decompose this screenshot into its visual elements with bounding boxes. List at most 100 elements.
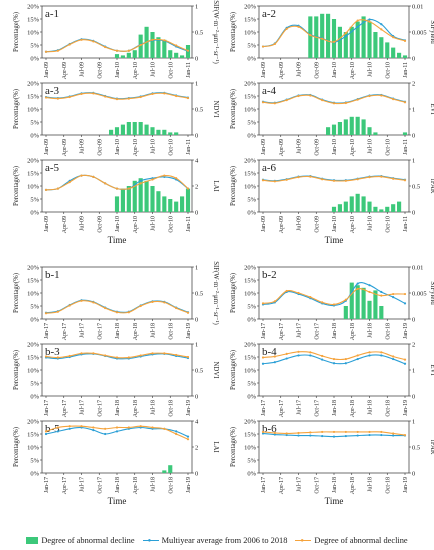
- y-right-tick-label: 0.5: [195, 368, 203, 375]
- decline-bar: [385, 206, 390, 212]
- y-left-tick-label: 0%: [247, 56, 256, 63]
- decline-point: [127, 311, 130, 314]
- y-right-axis-label: fPAR: [429, 179, 434, 194]
- decline-point: [139, 182, 142, 185]
- decline-point: [273, 431, 276, 435]
- decline-point: [321, 301, 324, 304]
- decline-point: [356, 287, 359, 290]
- decline-point: [68, 43, 71, 46]
- legend-multiyear-swatch: ●: [142, 538, 159, 544]
- decline-bar: [120, 188, 125, 212]
- y-left-tick-label: 10%: [27, 368, 40, 375]
- decline-bar: [331, 206, 337, 212]
- decline-point: [104, 182, 107, 185]
- multiyear-point: [344, 35, 347, 38]
- decline-point: [163, 352, 166, 355]
- x-tick-label: Jan-17: [261, 323, 267, 339]
- legend-bar-label: Degree of abnormal decline: [41, 535, 135, 545]
- y-left-tick-label: 15%: [244, 355, 257, 362]
- decline-point: [151, 300, 154, 303]
- decline-bar: [349, 196, 354, 212]
- decline-point: [127, 356, 130, 359]
- decline-point: [163, 174, 166, 177]
- y-right-tick-label: 0.5: [195, 107, 203, 114]
- multiyear-point: [356, 25, 359, 28]
- multiyear-point: [403, 302, 407, 305]
- x-tick-label: Jul-18: [368, 400, 374, 415]
- decline-point: [186, 438, 190, 441]
- decline-point: [261, 356, 265, 359]
- y-left-tick-label: 5%: [247, 43, 256, 50]
- x-tick-label: Jul-09: [297, 216, 303, 231]
- decline-point: [380, 430, 383, 434]
- x-tick-label: Jan-17: [261, 477, 267, 493]
- decline-point: [175, 353, 178, 357]
- multiyear-point: [175, 430, 178, 433]
- y-left-axis-label: Percentage(%): [13, 166, 20, 206]
- x-tick-label: Oct-17: [314, 323, 320, 340]
- decline-point: [403, 101, 407, 104]
- x-tick-label: Apr-10: [133, 139, 139, 156]
- multiyear-point: [273, 433, 276, 436]
- decline-point: [139, 425, 142, 428]
- x-tick-label: Jan-10: [115, 139, 121, 155]
- decline-point: [392, 36, 395, 39]
- decline-point: [175, 44, 178, 47]
- x-tick-label: Oct-17: [97, 477, 103, 494]
- decline-point: [285, 432, 288, 435]
- decline-point: [380, 175, 383, 178]
- decline-point: [356, 98, 359, 101]
- decline-bar: [162, 39, 167, 58]
- y-right-axis-label: SIFyield: [429, 20, 434, 44]
- decline-bar: [150, 127, 155, 135]
- x-axis-label: Time: [108, 235, 127, 245]
- y-left-axis-label: Percentage(%): [230, 166, 237, 206]
- y-left-tick-label: 5%: [247, 120, 256, 127]
- x-tick-label: Jul-18: [151, 323, 157, 338]
- decline-point: [344, 31, 347, 35]
- panel-b-1: b-1 0% 5% 10% 15% 20% 0 0.5 1 Percentage(%) SIF(W·…: [13, 261, 219, 340]
- y-left-tick-label: 20%: [27, 419, 40, 426]
- multiyear-point: [297, 354, 300, 357]
- decline-point: [139, 354, 142, 357]
- decline-point: [127, 97, 130, 100]
- decline-point: [261, 179, 265, 182]
- decline-point: [321, 99, 324, 102]
- decline-point: [368, 176, 371, 179]
- decline-bar: [331, 19, 337, 58]
- y-left-tick-label: 15%: [244, 171, 257, 178]
- decline-point: [332, 303, 336, 306]
- decline-point: [273, 102, 276, 105]
- x-tick-label: Jan-11: [186, 139, 192, 155]
- y-right-tick-label: 1: [195, 265, 198, 272]
- decline-bar: [308, 16, 313, 58]
- y-right-tick-label: 0.5: [412, 184, 420, 191]
- multiyear-point: [104, 432, 107, 436]
- decline-point: [163, 92, 166, 95]
- x-tick-label: Oct-18: [385, 400, 391, 417]
- decline-point: [104, 354, 107, 357]
- decline-point: [104, 45, 107, 49]
- decline-point: [115, 311, 119, 314]
- decline-bar: [379, 209, 384, 212]
- decline-point: [163, 427, 166, 430]
- panel-label: b-1: [45, 269, 60, 281]
- decline-bar: [379, 306, 384, 319]
- multiyear-point: [392, 434, 395, 437]
- y-left-tick-label: 15%: [244, 432, 257, 439]
- decline-point: [297, 176, 300, 179]
- x-tick-label: Jan-17: [261, 400, 267, 416]
- decline-point: [80, 38, 83, 41]
- y-left-tick-label: 10%: [27, 107, 40, 114]
- y-left-tick-label: 0%: [247, 317, 256, 324]
- x-tick-label: Apr-18: [133, 323, 139, 340]
- decline-point: [104, 95, 107, 98]
- decline-bar: [331, 124, 337, 135]
- decline-point: [175, 94, 178, 98]
- x-tick-label: Oct-18: [168, 477, 174, 494]
- y-right-tick-label: 1: [412, 419, 415, 426]
- x-tick-label: Jan-17: [44, 477, 50, 493]
- y-right-tick-label: 0: [412, 394, 415, 401]
- decline-bar: [185, 188, 191, 212]
